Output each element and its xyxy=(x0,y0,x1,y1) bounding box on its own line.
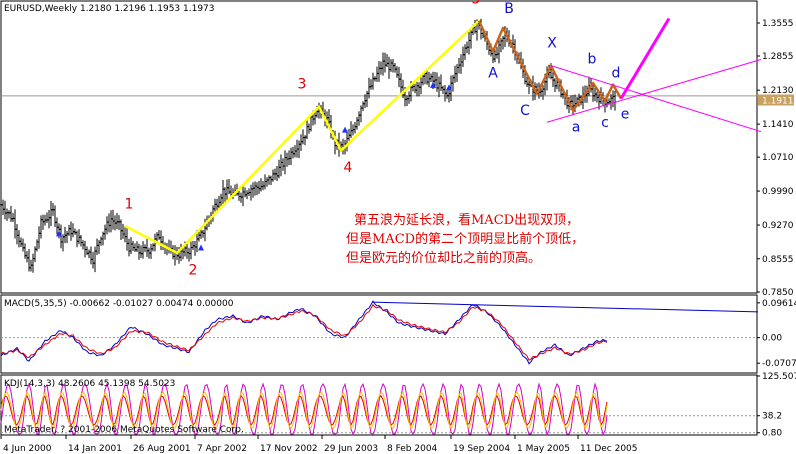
arrow-marker-icon xyxy=(342,126,348,133)
wave-label: c xyxy=(601,115,609,131)
price-tick-label: 1.2130 xyxy=(762,86,794,96)
lower-channel-line xyxy=(546,59,762,123)
wave-label: 3 xyxy=(298,76,307,92)
macd-header: MACD(5,35,5) -0.00662 -0.01027 0.00474 0… xyxy=(4,299,234,309)
macd-tick-label: 0.09614 xyxy=(762,299,796,309)
yellow-wave-line xyxy=(124,19,480,255)
kdj-tick-label: 38.2 xyxy=(762,412,782,422)
wave-label: 1 xyxy=(125,197,134,213)
wave-label: b xyxy=(588,51,597,67)
kdj-tick-label: 0.80 xyxy=(762,429,782,439)
kdj-chart xyxy=(0,382,757,436)
arrow-marker-icon xyxy=(430,81,436,88)
x-tick-label: 17 Nov 2002 xyxy=(260,444,318,454)
wave-label: a xyxy=(572,120,581,136)
x-tick-label: 8 Feb 2004 xyxy=(387,444,438,454)
x-tick-label: 26 Aug 2001 xyxy=(133,444,191,454)
wave-label: 4 xyxy=(344,160,353,176)
macd-tick-label: 0.00 xyxy=(762,334,782,344)
wave-label: X xyxy=(547,35,557,51)
brown-wave-line xyxy=(477,20,623,112)
arrow-marker-icon xyxy=(198,244,204,251)
wave-label: e xyxy=(621,106,630,122)
price-tick-label: 1.2855 xyxy=(762,52,794,62)
macd-series-signal xyxy=(0,303,608,361)
macd-trendline xyxy=(372,301,759,313)
price-tick-label: 0.7850 xyxy=(762,288,794,298)
x-tick-label: 4 Jun 2000 xyxy=(3,444,52,454)
x-tick-label: 29 Jun 2003 xyxy=(324,444,378,454)
annotation-line-2: 但是MACD的第二个顶明显比前个顶低， xyxy=(346,231,584,247)
upper-channel-line xyxy=(550,65,762,133)
price-tick-label: 1.0710 xyxy=(762,153,794,163)
price-tick-label: 0.9270 xyxy=(762,221,794,231)
arrow-marker-icon xyxy=(446,84,452,91)
wave-label: B xyxy=(504,1,514,17)
kdj-header: KDJ(14,3,3) 48.2606 45.1398 54.5023 xyxy=(4,379,175,389)
wave-label: 2 xyxy=(189,263,198,279)
x-tick-label: 11 Dec 2005 xyxy=(580,444,638,454)
macd-tick-label: -0.0707 xyxy=(762,359,796,369)
macd-series-macd xyxy=(0,300,608,365)
axes-labels: 1.3555 1.2855 1.2130 1.1410 1.0710 0.9990 0.92… xyxy=(0,19,796,454)
x-tick-label: 1 May 2005 xyxy=(517,444,570,454)
kdj-series-k xyxy=(0,390,608,430)
price-panel xyxy=(0,0,758,294)
wave-label: C xyxy=(520,103,530,119)
current-price-box xyxy=(758,94,794,106)
price-tick-label: 1.3555 xyxy=(762,19,794,29)
macd-chart xyxy=(0,300,759,365)
thrust-arrow-line xyxy=(619,17,671,100)
x-tick-label: 14 Jan 2001 xyxy=(68,444,122,454)
kdj-tick-label: 125.507 xyxy=(762,372,796,382)
annotation-line-3: 但是欧元的价位却比之前的顶高。 xyxy=(346,250,541,266)
wave-label: 5 xyxy=(472,0,481,7)
wave-label: d xyxy=(612,65,621,81)
arrow-marker-icon xyxy=(56,230,62,237)
price-tick-label: 0.8555 xyxy=(762,255,794,265)
x-tick-label: 7 Apr 2002 xyxy=(197,444,247,454)
watermark: MetaTrader, ? 2001-2006 MetaQuotes Softw… xyxy=(4,425,244,435)
macd-panel xyxy=(0,294,758,374)
price-tick-label: 0.9990 xyxy=(762,187,794,197)
x-tick-label: 19 Sep 2004 xyxy=(453,444,510,454)
annotation-line-1: 第五浪为延长浪，看MACD出现双顶， xyxy=(354,212,579,228)
price-chart: 1.1911 1 2 3 4 5 B A C Xbd a ce xyxy=(0,0,794,279)
wave-label: A xyxy=(488,65,498,81)
current-price-label: 1.1911 xyxy=(762,97,794,107)
price-tick-label: 1.1410 xyxy=(762,120,794,130)
price-header: EURUSD,Weekly 1.2180 1.2196 1.1953 1.197… xyxy=(4,4,215,14)
kdj-series-j xyxy=(0,382,608,436)
